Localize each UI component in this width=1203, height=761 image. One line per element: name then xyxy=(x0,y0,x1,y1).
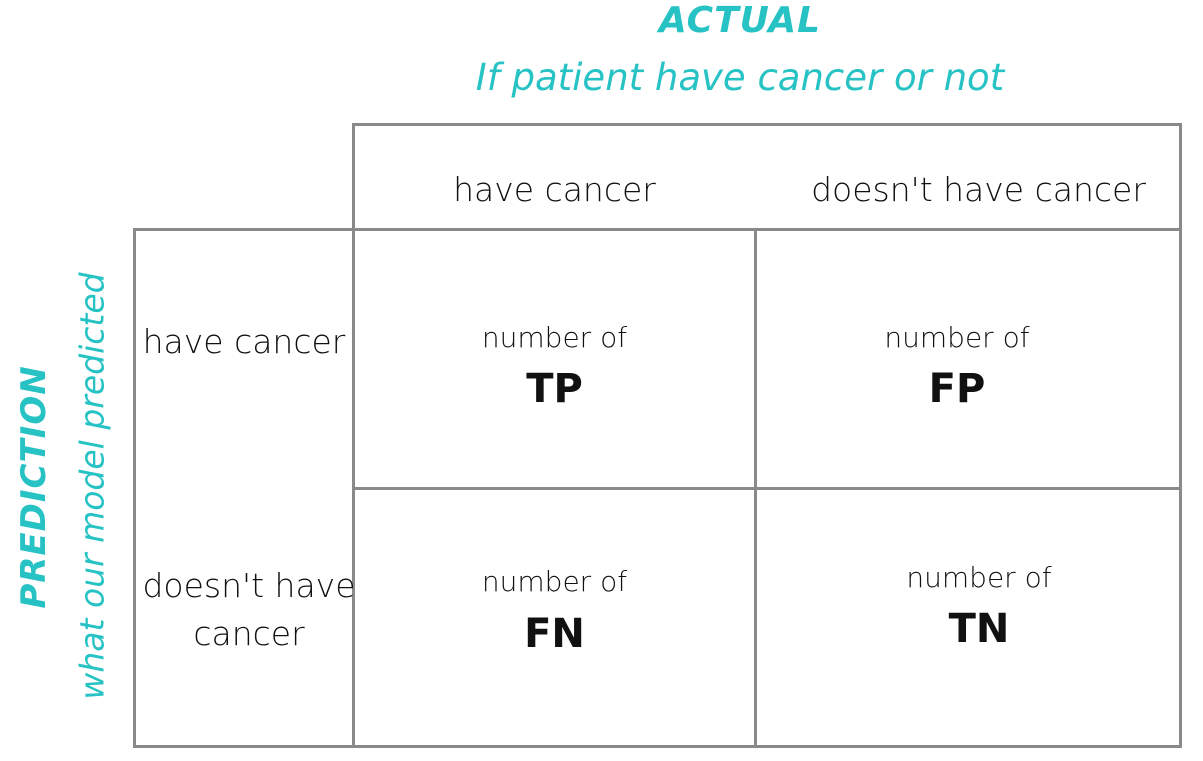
grid-line-column-divider xyxy=(754,228,757,748)
actual-axis-title: ACTUAL xyxy=(658,0,822,41)
grid-line-right xyxy=(1179,123,1182,748)
column-header-doesnt-have-cancer: doesn't have cancer xyxy=(811,170,1146,209)
cell-prefix: number of xyxy=(481,565,628,598)
cell-prefix: number of xyxy=(884,321,1030,354)
grid-line-top xyxy=(352,123,1182,126)
cell-label-fn: FN xyxy=(524,611,585,657)
grid-line-header-bottom xyxy=(133,228,1182,231)
row-header-have-cancer: have cancer xyxy=(142,322,346,361)
grid-line-bottom xyxy=(133,745,1182,748)
cell-label-tp: TP xyxy=(526,366,583,412)
grid-line-middle xyxy=(352,487,1182,490)
cell-label-fp: FP xyxy=(928,366,986,412)
grid-line-label-divider xyxy=(352,123,355,748)
prediction-axis-subtitle: what our model predicted xyxy=(72,272,112,700)
grid-line-left xyxy=(133,228,136,748)
cell-prefix: number of xyxy=(906,561,1052,594)
prediction-axis-title: PREDICTION xyxy=(14,365,54,609)
row-header-doesnt-have-cancer: doesn't have cancer xyxy=(142,566,356,653)
cell-prefix: number of xyxy=(481,321,628,354)
column-header-have-cancer: have cancer xyxy=(453,170,656,209)
cell-label-tn: TN xyxy=(948,606,1010,652)
actual-axis-subtitle: If patient have cancer or not xyxy=(475,56,1005,99)
